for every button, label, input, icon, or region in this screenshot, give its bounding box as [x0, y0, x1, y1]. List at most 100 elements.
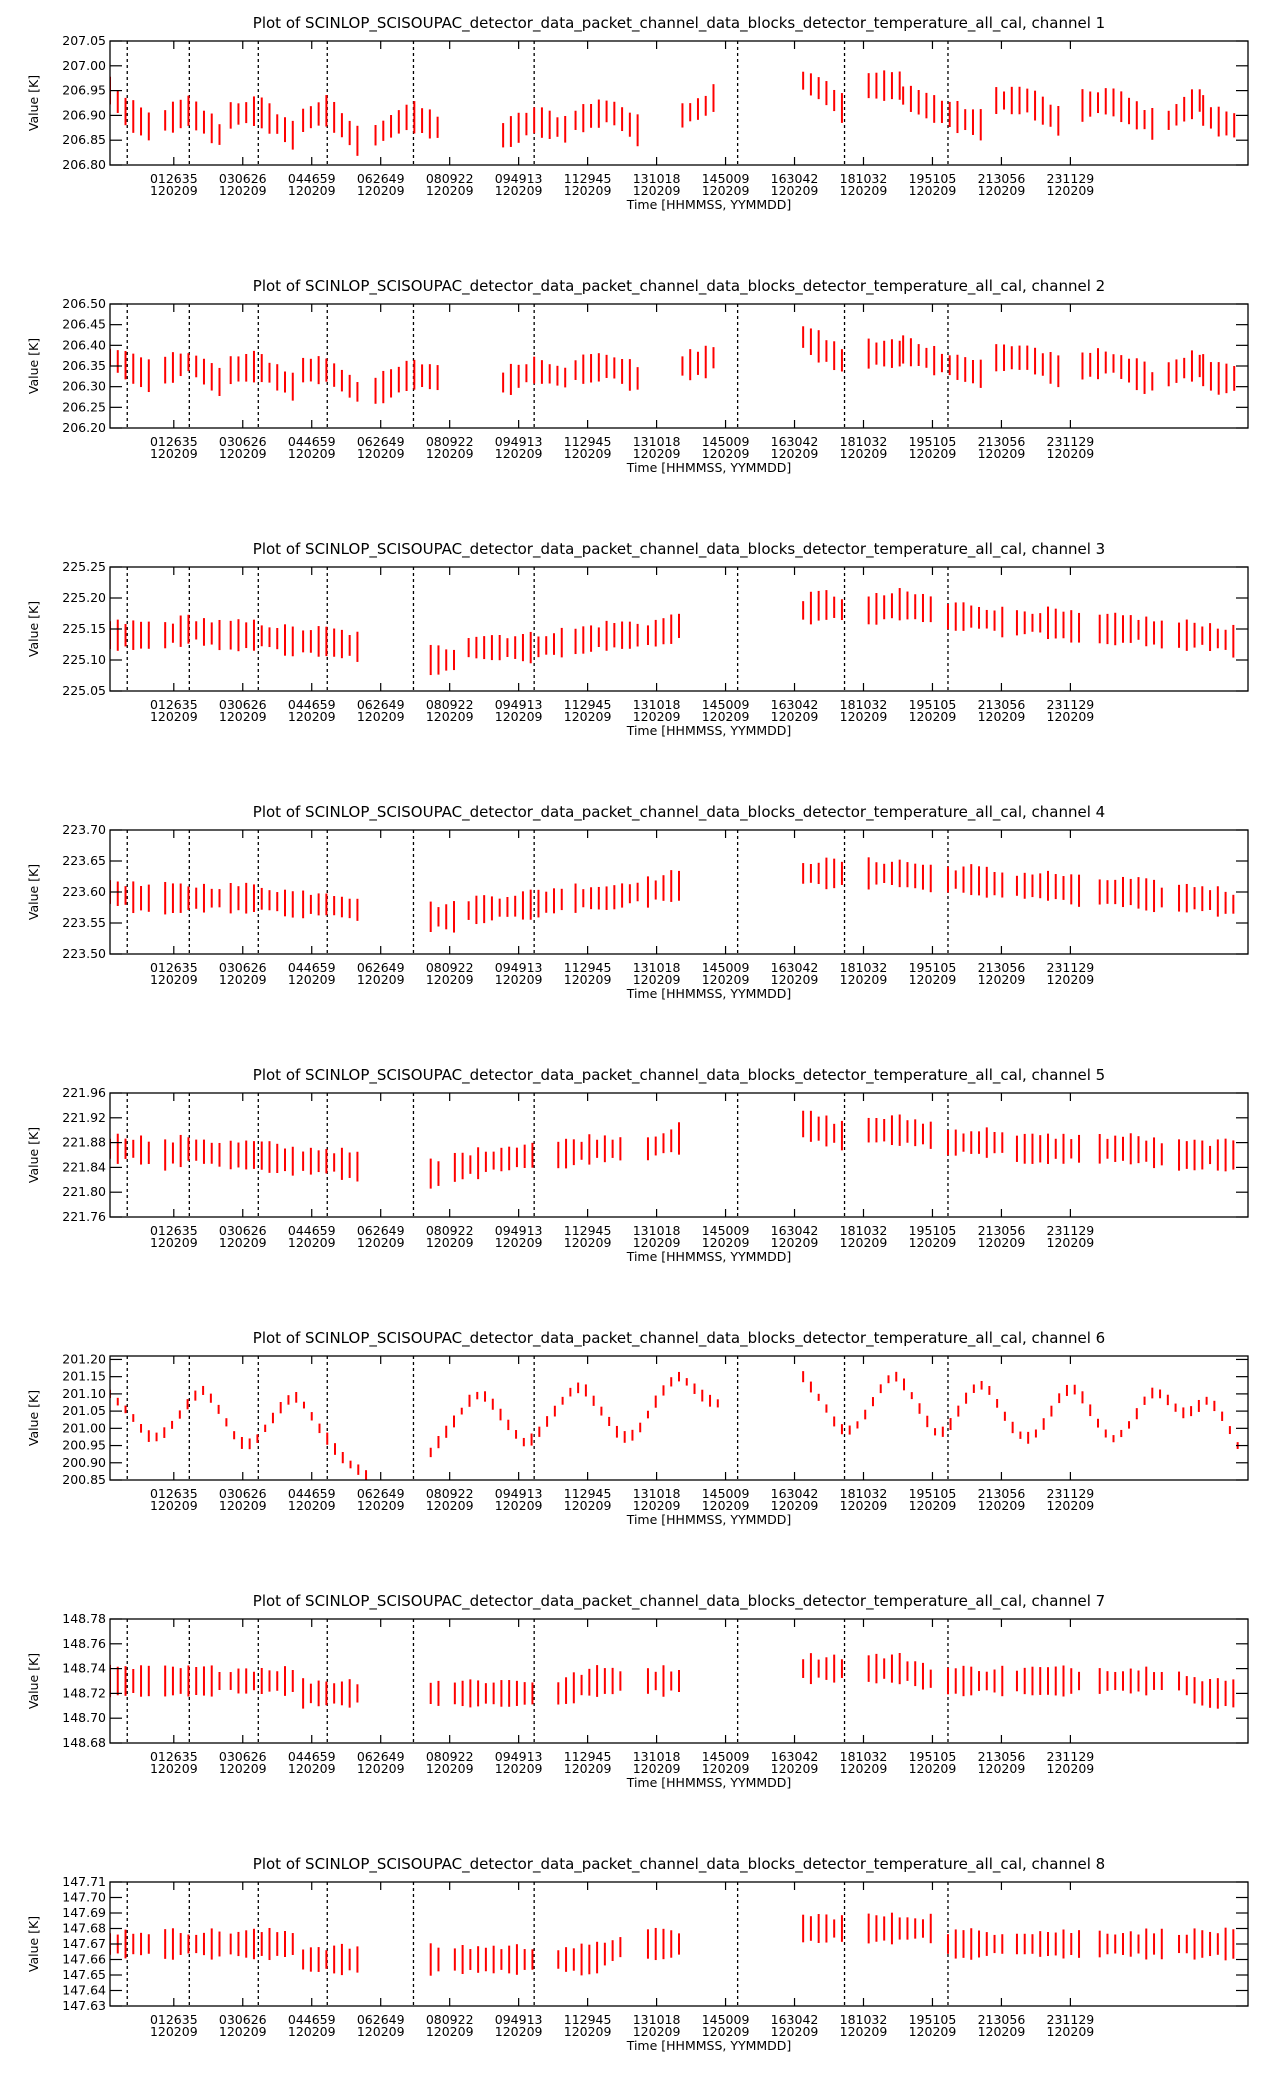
- x-tick-label-time: 213056: [978, 1486, 1026, 1501]
- x-tick-label-date: 120209: [495, 2024, 543, 2039]
- x-tick-label-date: 120209: [1047, 2024, 1095, 2039]
- x-tick-label-date: 120209: [288, 446, 336, 461]
- x-tick-label-date: 120209: [357, 446, 405, 461]
- y-tick-label: 225.25: [62, 559, 106, 574]
- plot-frame: [109, 1355, 1249, 1481]
- x-tick-label-date: 120209: [150, 2024, 198, 2039]
- x-tick-label-date: 120209: [564, 709, 612, 724]
- y-tick-label: 147.64: [62, 1983, 106, 1998]
- y-tick-label: 223.70: [62, 822, 106, 837]
- y-tick-label: 147.63: [62, 1998, 106, 2013]
- x-tick-label-time: 145009: [702, 171, 750, 186]
- y-axis-title: Value [K]: [26, 75, 41, 131]
- y-tick-label: 223.60: [62, 884, 106, 899]
- x-tick-label-date: 120209: [1047, 1761, 1095, 1776]
- x-tick-label-time: 044659: [288, 1223, 336, 1238]
- x-tick-label-date: 120209: [357, 1498, 405, 1513]
- x-tick-label-time: 062649: [357, 434, 405, 449]
- x-tick-label-date: 120209: [357, 972, 405, 987]
- x-tick-label-time: 044659: [288, 960, 336, 975]
- plot-panel-5: Plot of SCINLOP_SCISOUPAC_detector_data_…: [26, 1066, 1249, 1264]
- y-tick-label: 147.67: [62, 1936, 106, 1951]
- x-tick-label-date: 120209: [426, 709, 474, 724]
- x-tick-label-time: 030626: [219, 1749, 267, 1764]
- x-tick-label-date: 120209: [1047, 1498, 1095, 1513]
- x-axis-title: Time [HHMMSS, YYMMDD]: [626, 460, 792, 475]
- x-tick-label-date: 120209: [1047, 972, 1095, 987]
- x-tick-label-time: 145009: [702, 697, 750, 712]
- x-tick-label-date: 120209: [702, 709, 750, 724]
- x-tick-label-time: 080922: [426, 1749, 474, 1764]
- x-tick-label-date: 120209: [633, 1235, 681, 1250]
- y-tick-label: 223.55: [62, 915, 106, 930]
- x-tick-label-date: 120209: [357, 183, 405, 198]
- x-tick-label-date: 120209: [495, 1761, 543, 1776]
- x-tick-label-date: 120209: [219, 972, 267, 987]
- x-tick-label-time: 030626: [219, 1223, 267, 1238]
- y-axis-title: Value [K]: [26, 1653, 41, 1709]
- y-axis-title: Value [K]: [26, 1127, 41, 1183]
- x-tick-label-date: 120209: [426, 1498, 474, 1513]
- plot-title: Plot of SCINLOP_SCISOUPAC_detector_data_…: [253, 1855, 1105, 1874]
- x-tick-label-time: 131018: [633, 171, 681, 186]
- x-tick-label-time: 231129: [1047, 1749, 1095, 1764]
- x-tick-label-date: 120209: [564, 1498, 612, 1513]
- x-tick-label-date: 120209: [702, 183, 750, 198]
- x-tick-label-date: 120209: [909, 972, 957, 987]
- x-tick-label-time: 163042: [771, 434, 819, 449]
- x-tick-label-time: 112945: [564, 2012, 612, 2027]
- x-tick-label-time: 163042: [771, 2012, 819, 2027]
- series-channel-3: [110, 588, 1235, 676]
- x-tick-label-time: 112945: [564, 960, 612, 975]
- x-tick-label-date: 120209: [564, 446, 612, 461]
- x-tick-label-time: 145009: [702, 960, 750, 975]
- x-tick-label-time: 231129: [1047, 171, 1095, 186]
- x-tick-label-date: 120209: [219, 446, 267, 461]
- x-axis-title: Time [HHMMSS, YYMMDD]: [626, 1512, 792, 1527]
- x-tick-label-date: 120209: [288, 2024, 336, 2039]
- y-tick-label: 221.76: [62, 1209, 106, 1224]
- x-tick-label-date: 120209: [702, 972, 750, 987]
- x-tick-label-date: 120209: [357, 1761, 405, 1776]
- x-tick-label-date: 120209: [357, 1235, 405, 1250]
- y-tick-label: 207.05: [62, 33, 106, 48]
- y-tick-label: 206.95: [62, 83, 106, 98]
- x-tick-label-date: 120209: [426, 2024, 474, 2039]
- x-tick-label-time: 213056: [978, 697, 1026, 712]
- x-tick-label-time: 231129: [1047, 1223, 1095, 1238]
- x-tick-label-time: 131018: [633, 1223, 681, 1238]
- x-tick-label-date: 120209: [840, 972, 888, 987]
- x-tick-label-time: 195105: [909, 1486, 957, 1501]
- y-tick-label: 221.96: [62, 1085, 106, 1100]
- x-tick-label-time: 195105: [909, 697, 957, 712]
- x-tick-label-date: 120209: [633, 1761, 681, 1776]
- x-tick-label-time: 145009: [702, 1223, 750, 1238]
- x-tick-label-time: 062649: [357, 1486, 405, 1501]
- x-tick-label-date: 120209: [771, 446, 819, 461]
- series-channel-1: [110, 70, 1236, 156]
- plot-title: Plot of SCINLOP_SCISOUPAC_detector_data_…: [253, 1066, 1105, 1085]
- x-tick-label-time: 213056: [978, 2012, 1026, 2027]
- x-tick-label-date: 120209: [840, 1498, 888, 1513]
- y-tick-label: 148.70: [62, 1710, 106, 1725]
- x-tick-label-date: 120209: [1047, 446, 1095, 461]
- x-tick-label-date: 120209: [426, 1235, 474, 1250]
- x-tick-label-date: 120209: [978, 1235, 1026, 1250]
- x-tick-label-time: 195105: [909, 960, 957, 975]
- x-tick-label-date: 120209: [150, 1235, 198, 1250]
- x-tick-label-date: 120209: [633, 972, 681, 987]
- x-tick-label-date: 120209: [1047, 183, 1095, 198]
- plot-title: Plot of SCINLOP_SCISOUPAC_detector_data_…: [253, 540, 1105, 559]
- x-tick-label-time: 181032: [840, 2012, 888, 2027]
- x-tick-label-time: 012635: [150, 434, 198, 449]
- x-tick-label-time: 012635: [150, 697, 198, 712]
- y-tick-label: 223.50: [62, 946, 106, 961]
- plot-title: Plot of SCINLOP_SCISOUPAC_detector_data_…: [253, 14, 1105, 33]
- x-tick-label-time: 195105: [909, 1749, 957, 1764]
- series-channel-7: [110, 1653, 1235, 1709]
- x-tick-label-date: 120209: [564, 183, 612, 198]
- x-tick-label-date: 120209: [909, 446, 957, 461]
- x-tick-label-date: 120209: [840, 446, 888, 461]
- x-tick-label-time: 145009: [702, 434, 750, 449]
- y-tick-label: 148.76: [62, 1636, 106, 1651]
